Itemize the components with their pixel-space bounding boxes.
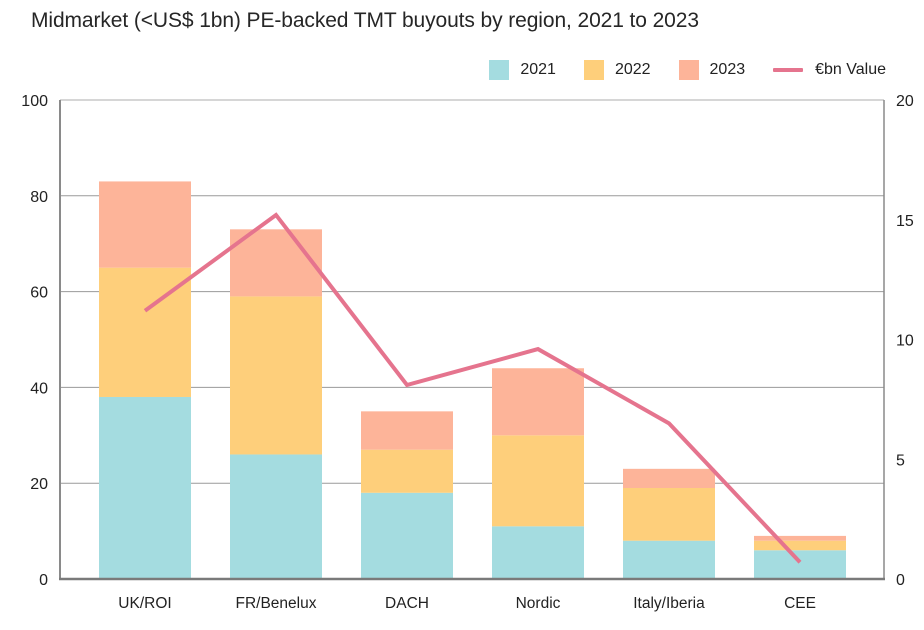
legend-swatch-2023: [678, 60, 699, 80]
category-label: Italy/Iberia: [633, 595, 705, 612]
legend-item-2022: 2022: [583, 60, 651, 80]
right-tick-label: 10: [896, 333, 914, 350]
right-tick-label: 5: [896, 452, 905, 469]
legend-label-2022: 2022: [614, 61, 651, 78]
bars: [99, 181, 846, 579]
bar-segment-2022: [754, 540, 846, 551]
bar-segment-2022: [361, 449, 453, 493]
legend-item-2021: 2021: [489, 60, 556, 80]
bar-segment-2021: [623, 540, 715, 579]
category-label: DACH: [385, 595, 429, 612]
bar-segment-2022: [492, 435, 584, 527]
left-tick-label: 20: [30, 476, 48, 493]
category-label: Nordic: [516, 595, 561, 612]
bar-segment-2021: [492, 526, 584, 579]
legend-label-2023: 2023: [709, 61, 746, 78]
left-tick-label: 0: [39, 572, 48, 589]
line-series-value: [143, 212, 802, 564]
value-line: [143, 212, 802, 564]
left-tick-label: 60: [30, 285, 48, 302]
bar-segment-2023: [754, 535, 846, 541]
bar-segment-2023: [623, 468, 715, 488]
legend-line-value: [773, 68, 804, 72]
legend-item-2023: 2023: [678, 60, 746, 80]
bar-segment-2022: [230, 296, 322, 455]
category-label: CEE: [784, 595, 816, 612]
bar-segment-2023: [99, 181, 191, 268]
right-tick-label: 0: [896, 572, 905, 589]
legend-swatch-2021: [489, 60, 510, 80]
left-tick-label: 80: [30, 189, 48, 206]
gridlines: [60, 99, 884, 484]
right-tick-label: 20: [896, 93, 914, 110]
bar-segment-2023: [230, 229, 322, 297]
bar-segment-2023: [492, 368, 584, 436]
left-axis-ticks: 0 20 40 60 80 100: [21, 93, 48, 589]
bar-segment-2023: [361, 411, 453, 450]
bar-segment-2021: [754, 550, 846, 579]
bar-segment-2022: [623, 487, 715, 541]
bar-segment-2021: [230, 454, 322, 579]
legend-label-value: €bn Value: [815, 61, 886, 78]
left-tick-label: 100: [21, 93, 48, 110]
category-label: UK/ROI: [118, 595, 171, 612]
right-axis-ticks: 0 5 10 15 20: [896, 93, 914, 589]
axes: [59, 100, 885, 581]
legend-item-value: €bn Value: [773, 61, 886, 79]
bar-segment-2021: [99, 396, 191, 579]
bar-segment-2021: [361, 492, 453, 579]
right-tick-label: 15: [896, 213, 914, 230]
legend-swatch-2022: [583, 60, 604, 80]
legend-label-2021: 2021: [520, 61, 556, 78]
category-label: FR/Benelux: [236, 595, 317, 612]
legend: 2021 2022 2023 €bn Value: [489, 60, 886, 80]
chart-title: Midmarket (<US$ 1bn) PE-backed TMT buyou…: [31, 9, 699, 32]
left-tick-label: 40: [30, 380, 48, 397]
category-labels: UK/ROI FR/Benelux DACH Nordic Italy/Iberia CE…: [118, 595, 816, 612]
